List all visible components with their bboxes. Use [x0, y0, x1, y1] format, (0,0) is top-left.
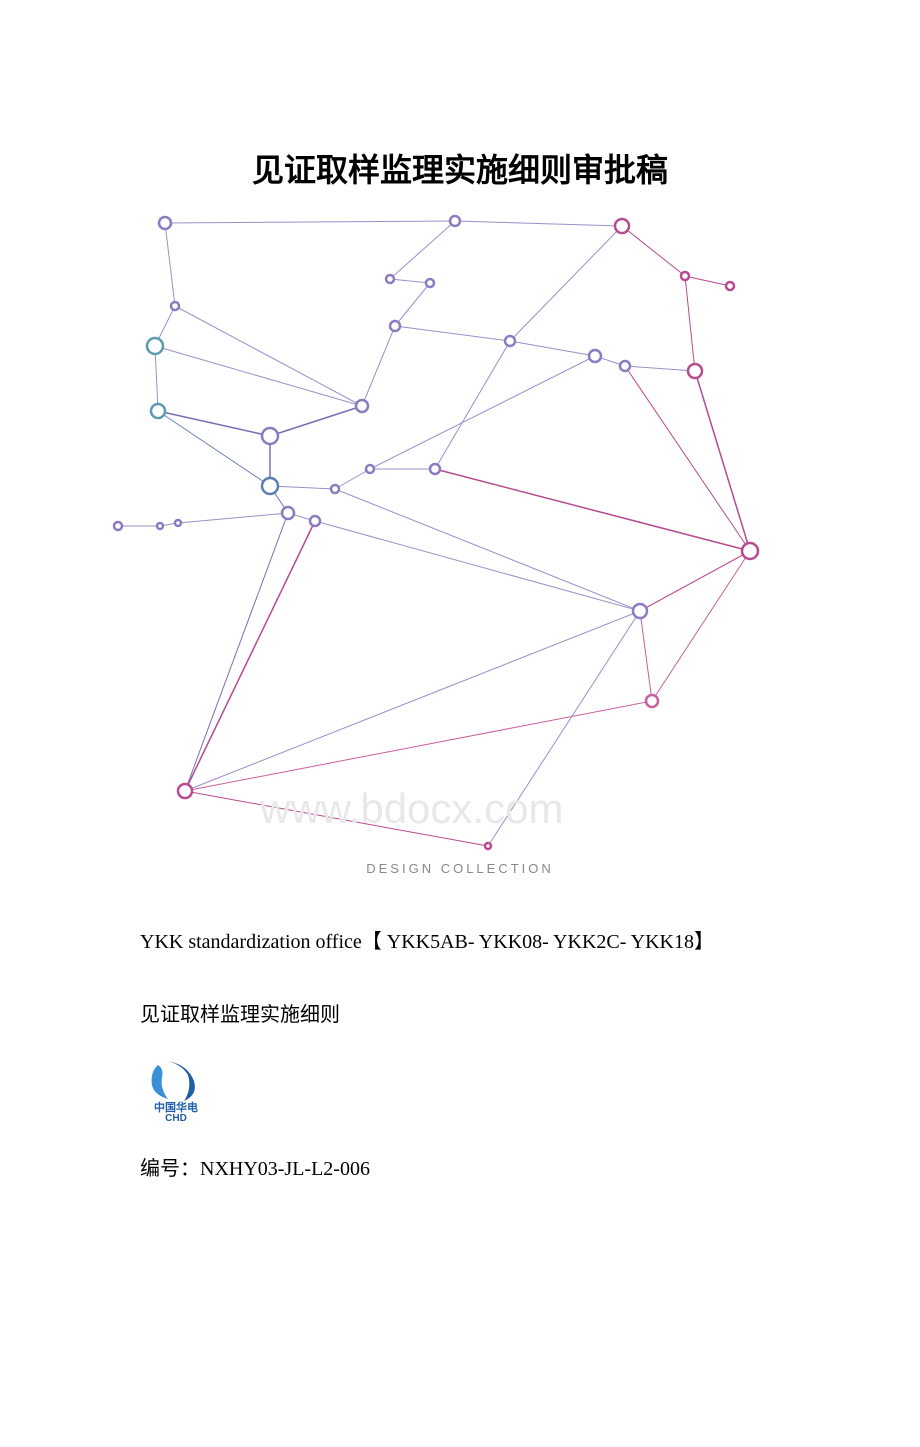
ykk-standardization-text: YKK standardization office【 YKK5AB- YKK0… — [90, 926, 830, 958]
doc-number-value: NXHY03-JL-L2-006 — [200, 1158, 370, 1180]
logo-en-text: CHD — [165, 1113, 187, 1122]
page-title: 见证取样监理实施细则审批稿 — [0, 145, 920, 191]
watermark-text: www.bdocx.com — [260, 785, 563, 833]
logo-cn-text: 中国华电 — [154, 1100, 198, 1114]
doc-number-label: 编号： — [140, 1158, 200, 1180]
design-collection-label: DESIGN COLLECTION — [0, 861, 920, 876]
company-logo: 中国华电 CHD — [140, 1057, 830, 1127]
network-diagram — [90, 211, 790, 851]
document-number: 编号：NXHY03-JL-L2-006 — [140, 1152, 830, 1181]
content-block: YKK standardization office【 YKK5AB- YKK0… — [90, 926, 830, 1181]
subtitle: 见证取样监理实施细则 — [140, 998, 830, 1027]
